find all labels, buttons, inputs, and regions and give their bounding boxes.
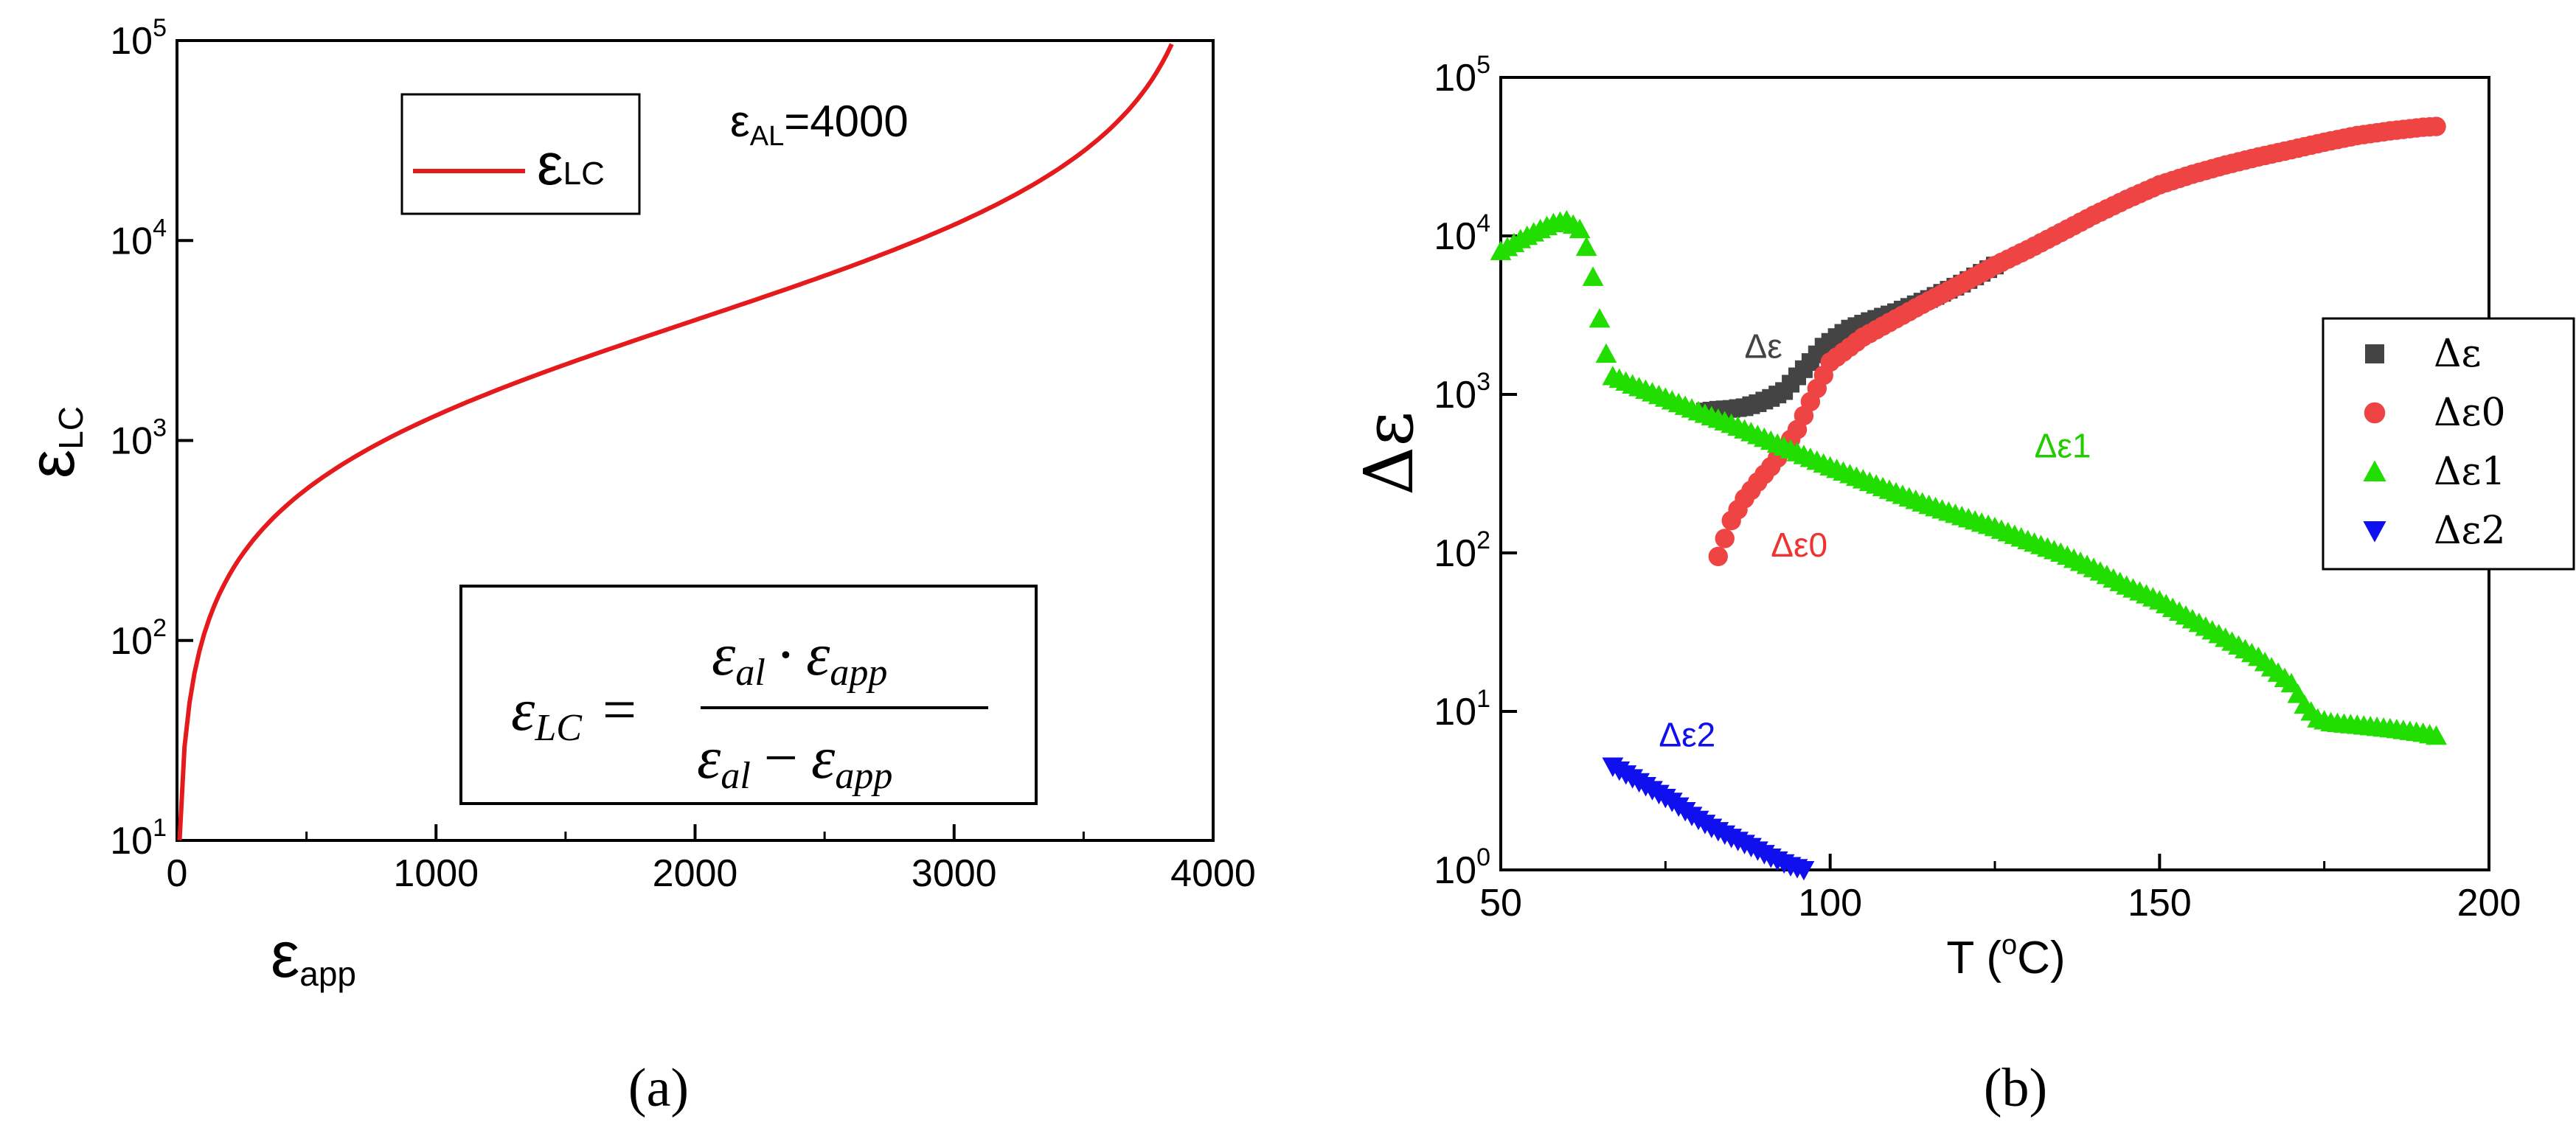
- panel-a-y-tick-label: 104: [110, 214, 167, 262]
- formula-lhs: εLC =: [511, 676, 636, 749]
- panel-a-y-tick-label: 102: [110, 614, 167, 663]
- data-point-delta-eps0: [2426, 116, 2446, 136]
- formula-numerator: εal · εapp: [712, 621, 887, 694]
- series-eps-lc-line: [177, 43, 1174, 840]
- series-delta-eps1: [1490, 209, 2447, 745]
- legend-marker-3: [2363, 521, 2386, 543]
- legend-label-3: Δε2: [2434, 509, 2506, 553]
- annotation-3: Δε2: [1659, 716, 1715, 754]
- legend-eps-lc-label: εLC: [537, 131, 605, 197]
- data-point-delta-eps1: [1575, 236, 1597, 257]
- panel-a-y-tick-label: 103: [110, 414, 167, 463]
- data-point-delta-eps1: [1582, 266, 1604, 286]
- formula-denominator: εal − εapp: [697, 724, 892, 797]
- panel-b-y-ticks: 100 101 102 103 104 105: [1434, 51, 1517, 892]
- data-point-delta-eps1: [2426, 725, 2447, 745]
- data-point-delta-eps0: [1708, 546, 1728, 566]
- caption-a: (a): [628, 1058, 689, 1118]
- panel-a-x-tick-label: 0: [167, 852, 188, 895]
- panel-b-y-tick-label: 104: [1434, 209, 1490, 258]
- panel-b-y-tick-label: 105: [1434, 51, 1490, 100]
- panel-b-annotations: Δε Δε0 Δε1 Δε2: [1659, 327, 2091, 753]
- panel-b-legend: [2322, 317, 2575, 571]
- formula-box: [459, 585, 1038, 805]
- panel-b-y-tick-label: 100: [1434, 843, 1490, 892]
- panel-a-y-tick-label: 105: [110, 14, 167, 63]
- legend-label-0: Δε: [2434, 332, 2482, 376]
- panel-a-x-tick-label: 1000: [393, 852, 479, 895]
- data-point-delta-eps1: [1569, 218, 1591, 239]
- panel-b-y-tick-label: 101: [1434, 685, 1490, 734]
- panel-b-points: [1490, 116, 2447, 881]
- panel-a-x-tick-label: 3000: [912, 852, 997, 895]
- panel-b-x-ticks: 50 100 150 200: [1479, 854, 2521, 924]
- panel-b-x-label: T (oC): [1946, 930, 2065, 983]
- panel-b-x-tick-label: 50: [1479, 882, 1522, 924]
- panel-a-x-ticks: 0 1000 2000 3000 4000: [167, 824, 1256, 895]
- data-point-delta-eps1: [1589, 308, 1611, 328]
- annotation-2: Δε1: [2035, 427, 2091, 465]
- legend-label-1: Δε0: [2434, 391, 2506, 435]
- series-delta-eps2: [1602, 757, 1815, 881]
- data-point-delta-eps0: [1715, 529, 1735, 548]
- legend-label-2: Δε1: [2434, 450, 2506, 494]
- annotation-0: Δε: [1745, 327, 1782, 365]
- panel-b-y-tick-label: 103: [1434, 368, 1490, 417]
- caption-b: (b): [1984, 1058, 2047, 1118]
- panel-a-legend: [400, 93, 641, 215]
- panel-a: 0 1000 2000 3000 4000 101 102 103 104 105 εLC εA…: [15, 14, 1256, 1118]
- legend-marker-0: [2365, 344, 2384, 363]
- panel-a-y-tick-label: 101: [110, 814, 167, 863]
- annotation-eps-al: εAL=4000: [730, 97, 909, 152]
- panel-b-x-tick-label: 150: [2128, 882, 2192, 924]
- panel-a-y-label: εLC: [15, 406, 90, 478]
- annotation-1: Δε0: [1771, 526, 1827, 564]
- series-delta-eps0: [1708, 116, 2446, 566]
- panel-a-y-ticks: 101 102 103 104 105: [110, 14, 193, 863]
- panel-b-y-tick-label: 102: [1434, 526, 1490, 575]
- panel-a-x-tick-label: 4000: [1170, 852, 1256, 895]
- panel-a-x-label: εapp: [271, 918, 356, 993]
- legend-marker-1: [2364, 402, 2386, 424]
- panel-b-y-label: Δε: [1350, 411, 1428, 495]
- panel-b-legend-entries: Δε Δε0 Δε1 Δε2: [2363, 332, 2506, 553]
- formula: εLC = εal · εapp εal − εapp: [511, 621, 988, 797]
- data-point-delta-eps1: [1595, 343, 1617, 363]
- data-point-delta-eps2: [1793, 861, 1815, 881]
- panel-b-x-tick-label: 100: [1798, 882, 1862, 924]
- panel-a-x-tick-label: 2000: [653, 852, 738, 895]
- legend-marker-2: [2363, 460, 2386, 481]
- panel-b-x-tick-label: 200: [2457, 882, 2521, 924]
